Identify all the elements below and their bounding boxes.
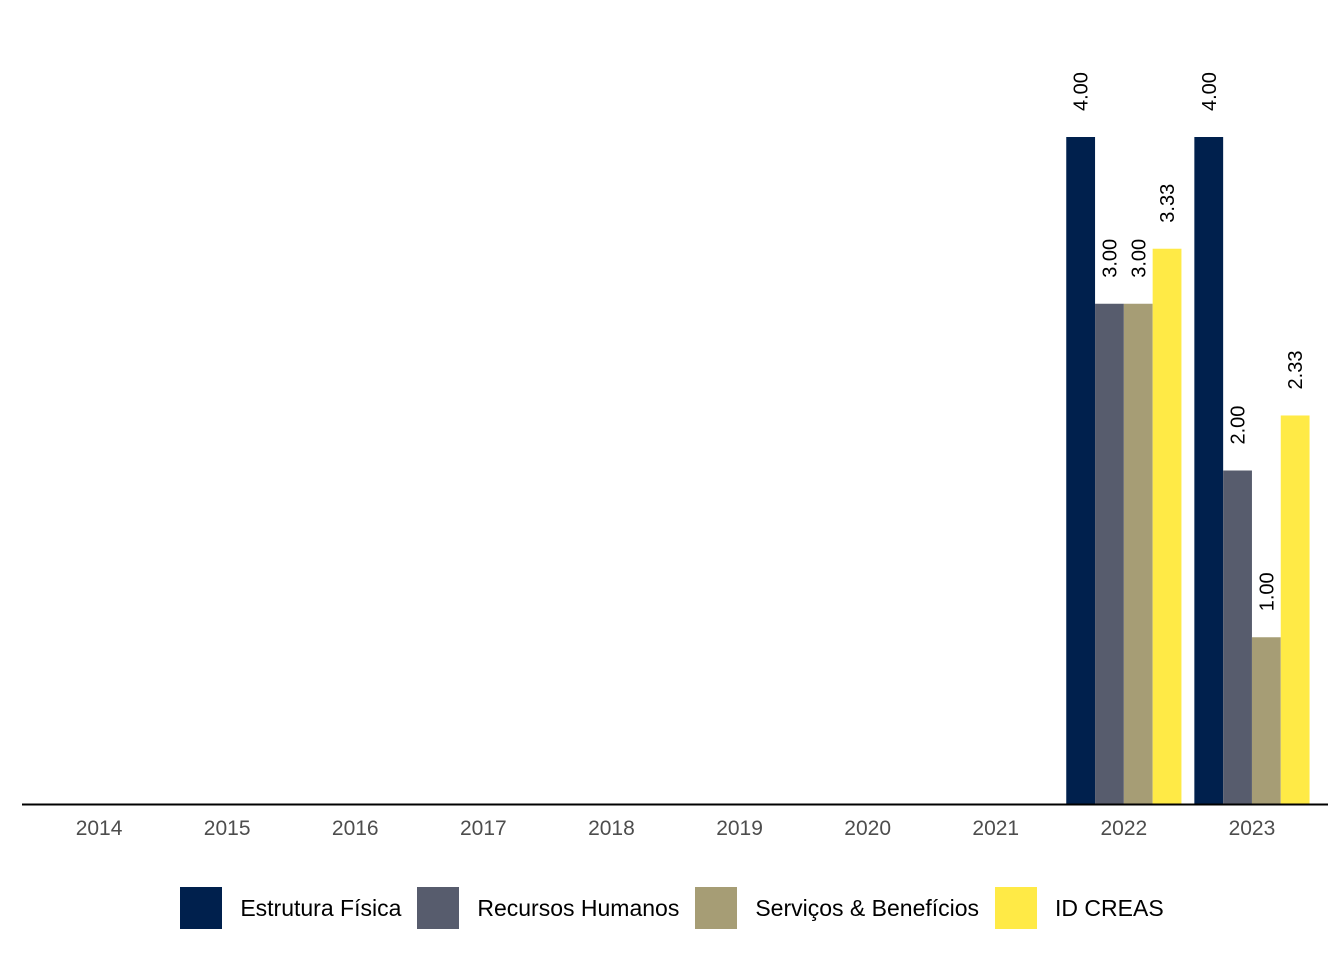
data-label: 4.00	[1071, 72, 1093, 111]
x-tick-label: 2021	[972, 817, 1019, 840]
legend-label: ID CREAS	[1055, 894, 1164, 921]
x-tick-label: 2020	[844, 817, 891, 840]
data-label: 2.33	[1285, 351, 1307, 390]
legend: Estrutura Física Recursos Humanos Serviç…	[0, 886, 1344, 930]
x-tick-label: 2017	[460, 817, 507, 840]
legend-swatch	[417, 887, 460, 929]
bar	[1194, 137, 1224, 804]
x-tick-label: 2023	[1229, 817, 1276, 840]
legend-swatch	[695, 887, 738, 929]
data-label: 4.00	[1199, 72, 1221, 111]
legend-label: Serviços & Benefícios	[755, 894, 980, 921]
legend-item-id-creas: ID CREAS	[995, 887, 1164, 929]
data-label: 3.00	[1128, 239, 1150, 278]
bar	[1095, 303, 1124, 804]
legend-swatch	[995, 887, 1038, 929]
x-tick-label: 2022	[1100, 817, 1147, 840]
bar	[1152, 248, 1182, 804]
data-label: 1.00	[1256, 572, 1278, 611]
data-label: 2.00	[1228, 406, 1250, 445]
legend-label: Recursos Humanos	[477, 894, 680, 921]
bar-chart: 4.003.00 3.003.334.002.001.002.33 2014 201…	[22, 72, 1328, 840]
bar	[1223, 470, 1252, 804]
bar	[1123, 303, 1153, 804]
x-tick-label: 2019	[716, 817, 763, 840]
data-label: 3.33	[1157, 184, 1179, 223]
legend-item-estrutura-fisica: Estrutura Física	[180, 887, 401, 929]
data-labels-layer: 4.00 3.00 3.00 3.33 4.00 2.00 1.00 2.33	[1071, 72, 1308, 611]
legend-swatch	[180, 887, 223, 929]
data-label: 3.00	[1099, 239, 1121, 278]
x-tick-label: 2015	[204, 817, 251, 840]
x-tick-labels: 2014 2015 2016 2017 2018 2019 2020 2021 2022 2023	[76, 817, 1276, 840]
legend-item-servicos-beneficios: Serviços & Benefícios	[695, 887, 979, 929]
bar	[1280, 415, 1310, 804]
legend-item-recursos-humanos: Recursos Humanos	[417, 887, 679, 929]
legend-label: Estrutura Física	[240, 894, 402, 921]
x-tick-label: 2014	[76, 817, 123, 840]
bar	[1066, 137, 1096, 804]
bar	[1251, 637, 1281, 804]
bars-layer	[1066, 137, 1310, 804]
x-tick-label: 2016	[332, 817, 379, 840]
x-tick-label: 2018	[588, 817, 635, 840]
